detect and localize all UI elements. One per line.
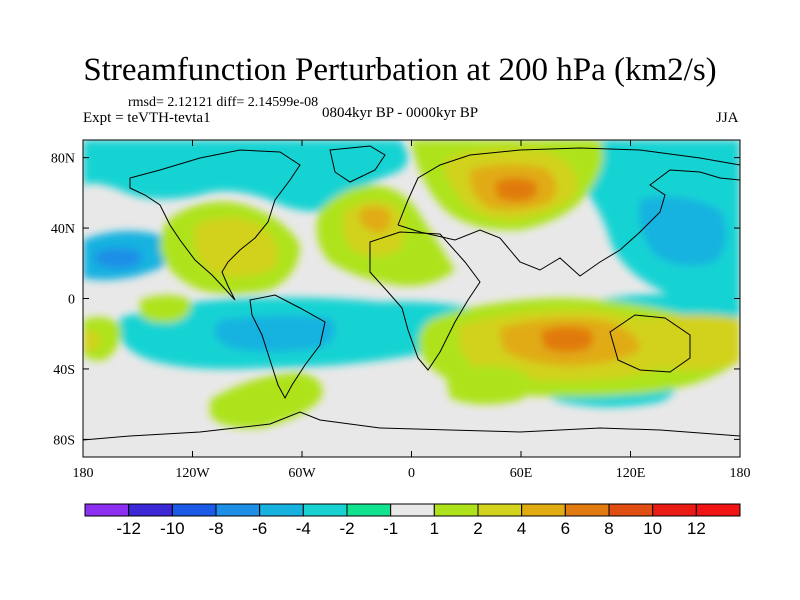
y-tick-label: 80S — [53, 433, 75, 448]
coast-australia — [609, 314, 691, 373]
coastlines — [83, 145, 740, 441]
colorbar-swatch-7 — [390, 503, 435, 517]
colorbar-swatch-13 — [652, 503, 697, 517]
colorbar-swatch-2 — [171, 503, 217, 517]
north-pacific-low-core — [95, 248, 142, 269]
coast-africa — [369, 231, 481, 371]
colorbar-label: 2 — [473, 519, 482, 538]
chart-title: Streamfunction Perturbation at 200 hPa (… — [83, 52, 717, 88]
colorbar-label: -2 — [339, 519, 354, 538]
colorbar: -12 -10 -8 -6 -4 -2 -1 1 2 4 6 8 10 12 — [84, 503, 741, 538]
coast-greenland — [329, 145, 386, 183]
colorbar-label: -10 — [160, 519, 185, 538]
season-label: JJA — [716, 110, 739, 126]
east-pacific-high-region — [637, 314, 740, 371]
east-asia-low-core — [639, 196, 727, 266]
y-tick-label: 80N — [51, 152, 75, 167]
y-tick-label: 0 — [68, 293, 75, 308]
colorbar-swatch-1 — [128, 503, 173, 517]
y-axis-ticks: 80N 40N 0 40S 80S — [51, 152, 740, 448]
y-tick-label: 40S — [53, 363, 75, 378]
north-america-high-core — [194, 217, 278, 278]
x-tick-label: 60E — [510, 466, 533, 481]
south-indian-high-region — [445, 365, 533, 405]
x-tick-label: 0 — [408, 466, 415, 481]
stats-label: rmsd= 2.12121 diff= 2.14599e-08 — [128, 95, 319, 110]
experiment-label: Expt = teVTH-tevta1 — [83, 110, 211, 126]
x-axis-ticks: 180 120W 60W 0 60E 120E 180 — [73, 140, 751, 481]
colorbar-label: 1 — [430, 519, 439, 538]
colorbar-swatch-3 — [215, 503, 261, 517]
west-pacific-high-core — [83, 330, 102, 352]
colorbar-label: -12 — [116, 519, 141, 538]
colorbar-swatch-5 — [302, 503, 348, 517]
coast-europe-asia — [397, 147, 740, 277]
coast-antarctica — [83, 411, 740, 441]
coast-south-america — [249, 294, 326, 400]
colorbar-swatch-8 — [433, 503, 479, 517]
x-tick-label: 180 — [73, 466, 94, 481]
x-tick-label: 60W — [288, 466, 316, 481]
colorbar-label: -1 — [383, 519, 398, 538]
x-tick-label: 180 — [730, 466, 751, 481]
tropical-south-low-core — [214, 315, 336, 352]
colorbar-label: 4 — [517, 519, 526, 538]
colorbar-label: 10 — [643, 519, 662, 538]
colorbar-swatch-10 — [521, 503, 566, 517]
colorbar-swatch-4 — [259, 503, 304, 517]
colorbar-label: 12 — [687, 519, 706, 538]
north-atlantic-high-core — [360, 206, 391, 233]
colorbar-swatch-14 — [695, 503, 741, 517]
coast-north-america — [129, 149, 301, 301]
period-label: 0804kyr BP - 0000kyr BP — [322, 105, 479, 121]
tropical-pacific-high-region — [140, 295, 191, 323]
indian-ocean-high-core — [540, 326, 594, 353]
colorbar-label: -4 — [296, 519, 311, 538]
colorbar-swatch-6 — [346, 503, 392, 517]
x-tick-label: 120W — [175, 466, 210, 481]
y-tick-label: 40N — [51, 222, 75, 237]
colorbar-swatch-9 — [477, 503, 523, 517]
colorbar-label: -6 — [252, 519, 267, 538]
colorbar-label: 6 — [561, 519, 570, 538]
colorbar-label: 8 — [604, 519, 613, 538]
anomaly-field — [83, 140, 740, 441]
colorbar-swatch-12 — [608, 503, 654, 517]
arctic-low-region — [83, 140, 408, 212]
colorbar-swatch-0 — [84, 503, 130, 517]
colorbar-label: -8 — [208, 519, 223, 538]
x-tick-label: 120E — [616, 466, 646, 481]
eurasia-high-core — [495, 178, 538, 202]
colorbar-swatch-11 — [564, 503, 610, 517]
